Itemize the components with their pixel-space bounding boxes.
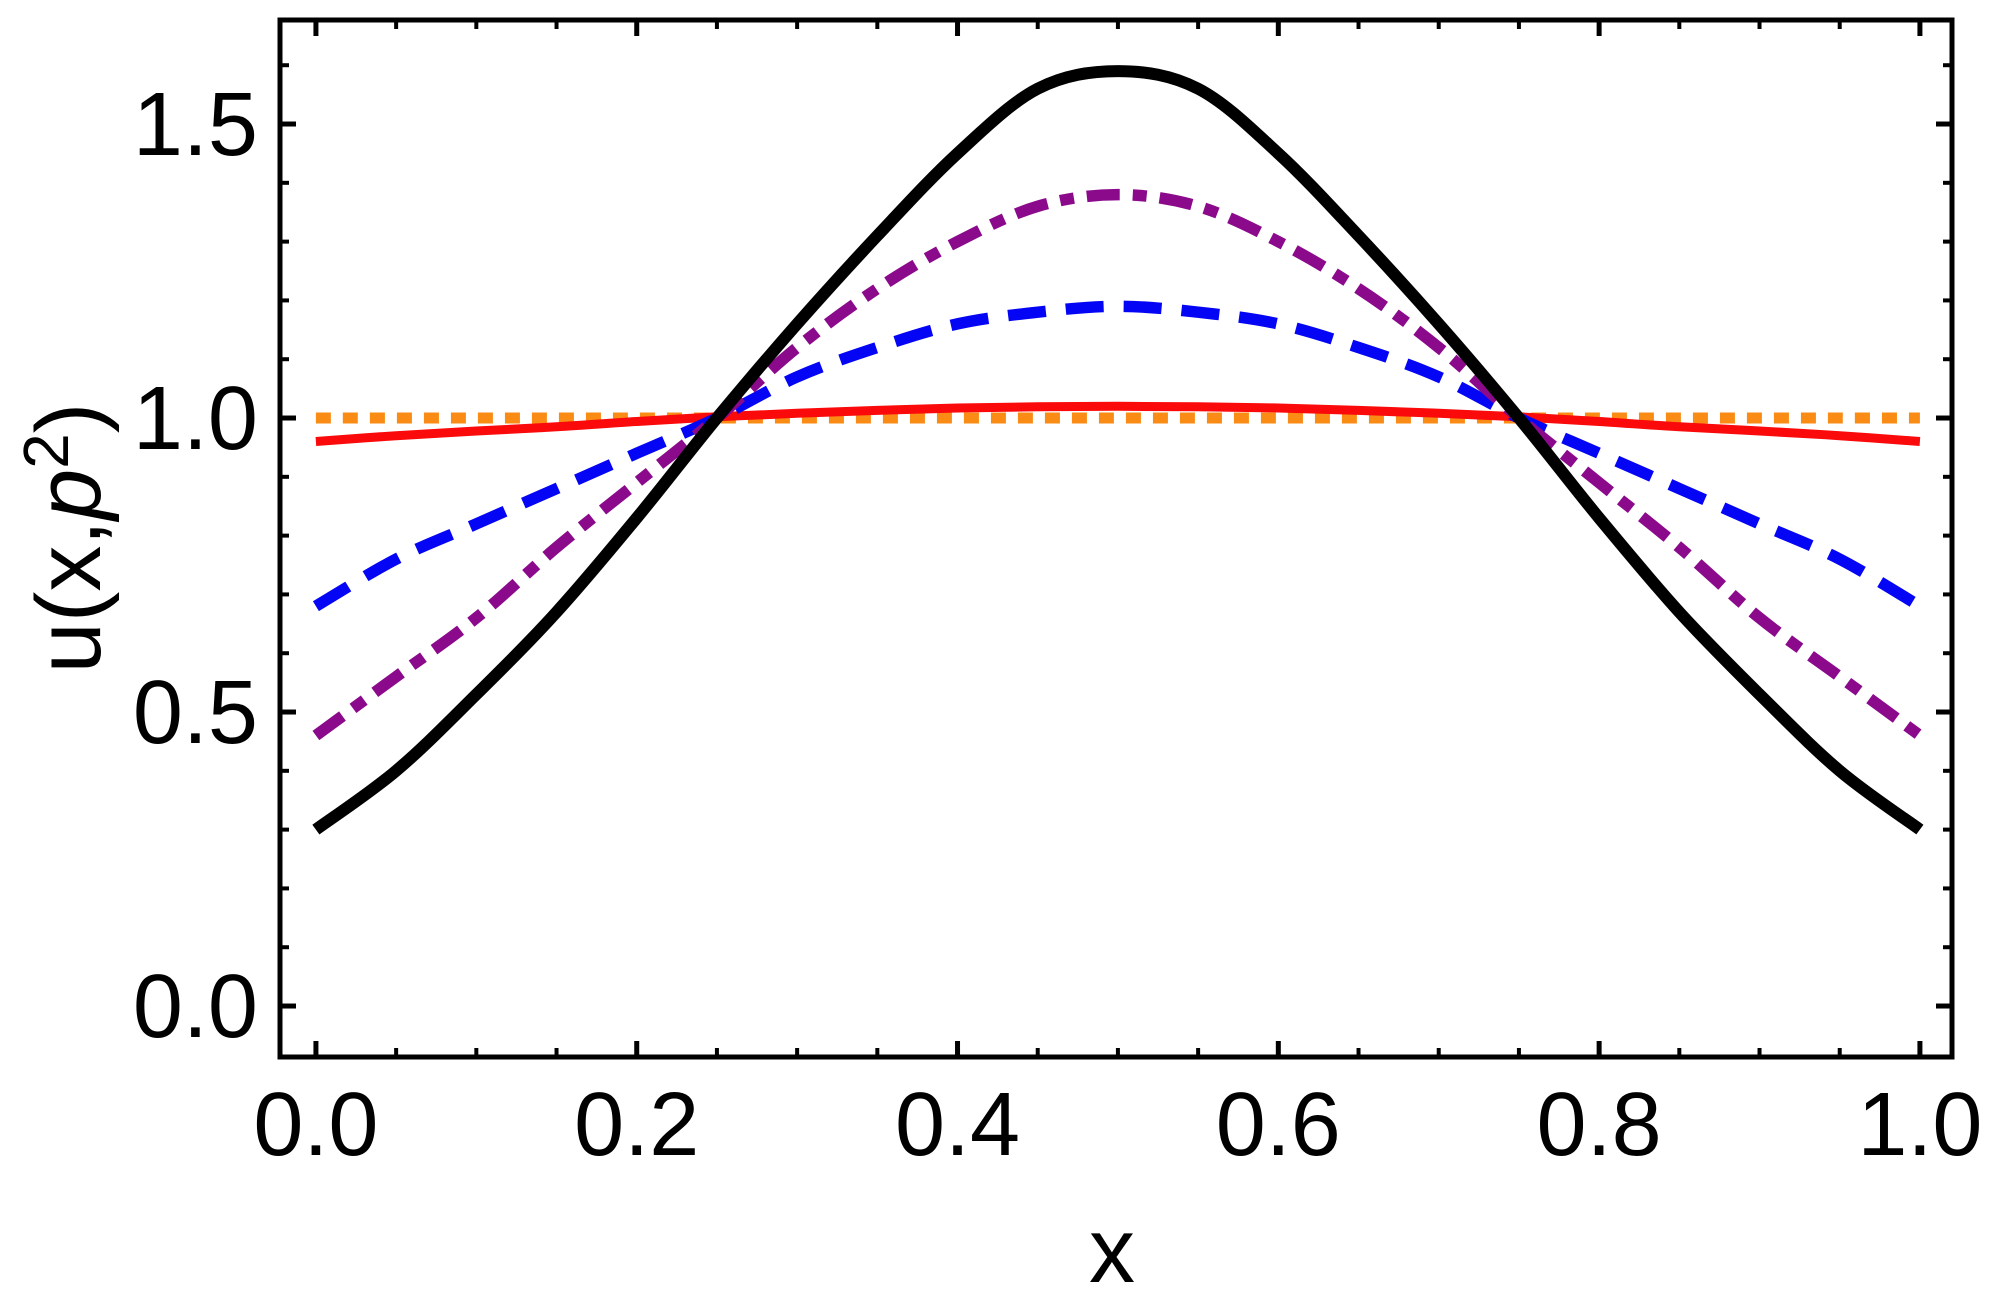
y-tick-label: 0.5: [133, 663, 258, 763]
x-axis-label: x: [1089, 1200, 1135, 1302]
x-tick-label: 0.4: [895, 1075, 1020, 1175]
curves-group: [312, 65, 1924, 835]
y-axis-label-part: u(x,: [18, 520, 120, 673]
ticks-group: [280, 20, 1952, 1057]
curve-u-dashed-blue: [312, 300, 1923, 612]
y-tick-label: 0.0: [133, 957, 258, 1057]
y-tick-label: 1.5: [133, 75, 258, 175]
x-tick-label: 1.0: [1857, 1075, 1982, 1175]
x-tick-label: 0.0: [253, 1075, 378, 1175]
y-axis-label-part: p: [18, 469, 120, 523]
x-tick-label: 0.8: [1537, 1075, 1662, 1175]
y-axis-label-part: 2: [10, 433, 82, 469]
y-tick-label: 1.0: [133, 369, 258, 469]
plot-frame: [277, 17, 1955, 1060]
y-axis-label-part: ): [18, 403, 120, 434]
curve-u-peaked-solid-black: [312, 65, 1924, 835]
x-tick-label: 0.2: [574, 1075, 699, 1175]
curve-u-dash-dot-purple: [312, 188, 1924, 741]
y-axis-label: u(x,p2): [10, 403, 120, 674]
tick-labels-group: 0.0 0.2 0.4 0.6 0.8 1.0 0.0 0.5 1.0 1.5: [133, 75, 1983, 1175]
curve-u-near-flat-solid-red: [315, 401, 1921, 446]
x-tick-label: 0.6: [1216, 1075, 1341, 1175]
